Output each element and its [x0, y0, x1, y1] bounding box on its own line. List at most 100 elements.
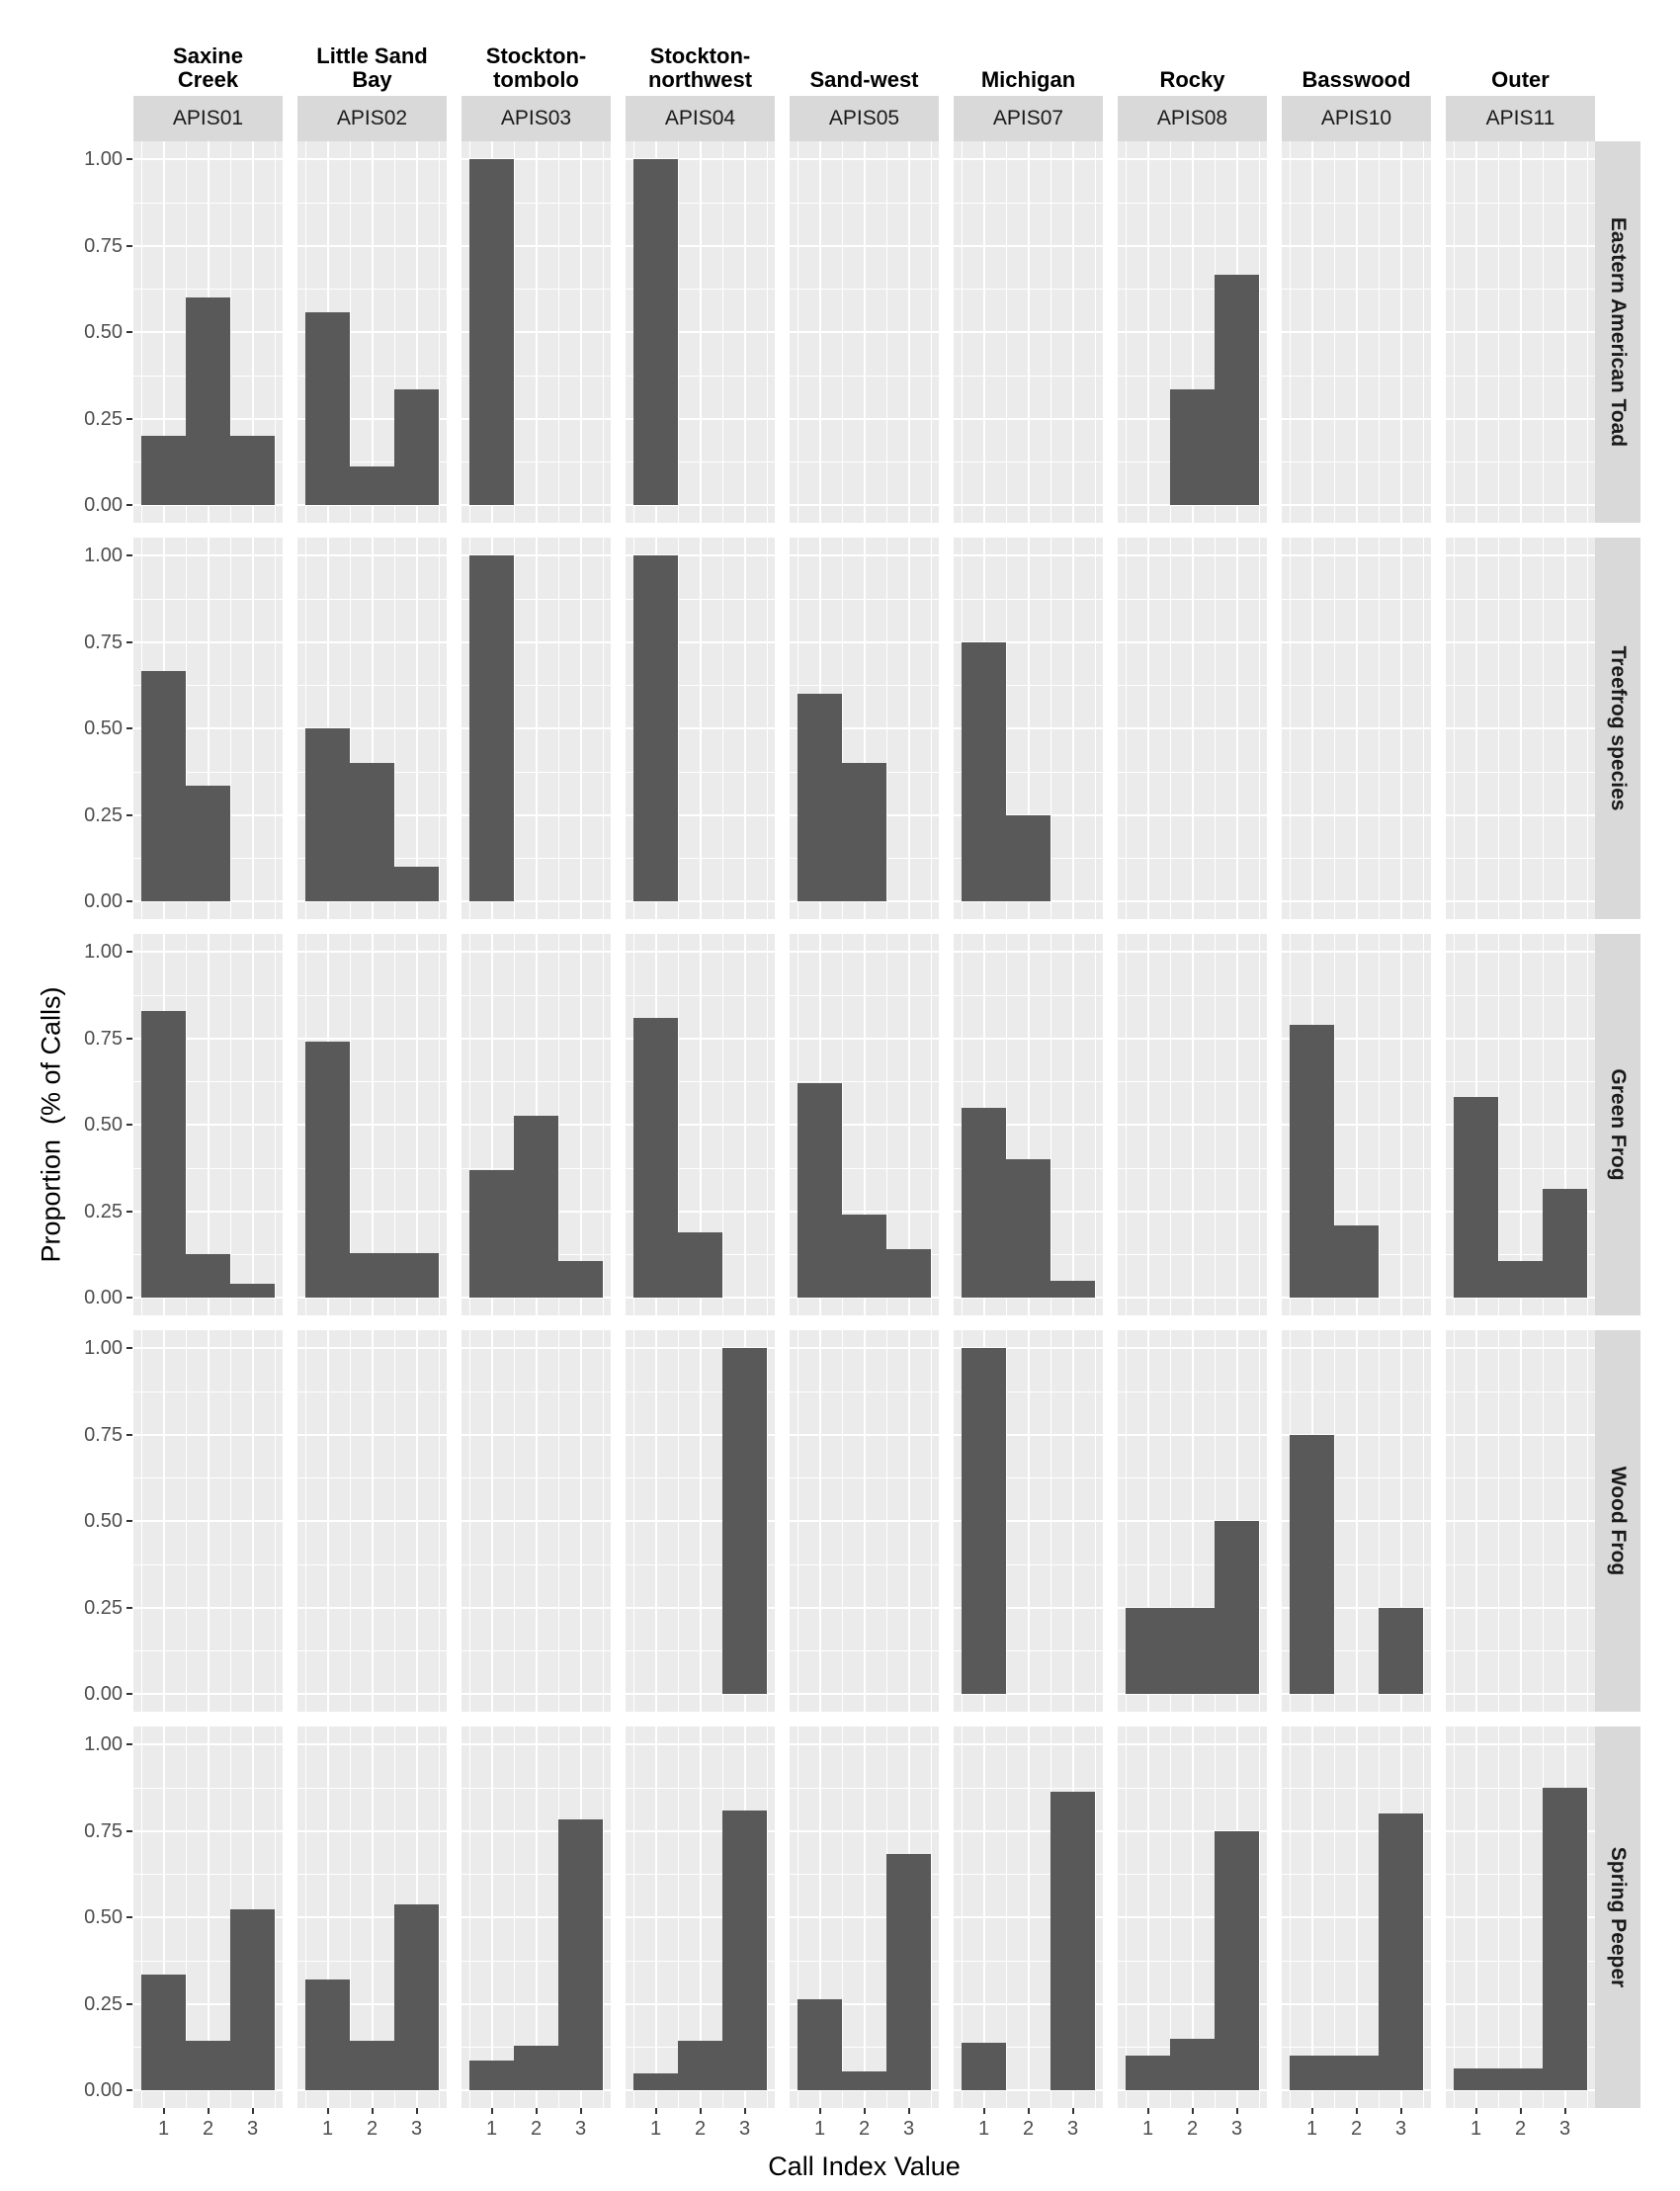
minor-gridline	[1006, 1330, 1007, 1712]
minor-gridline	[1379, 538, 1380, 919]
minor-gridline	[394, 141, 395, 523]
major-gridline	[1474, 1727, 1477, 2108]
minor-gridline	[1423, 538, 1424, 919]
minor-gridline	[1498, 538, 1499, 919]
y-tick-mark	[126, 1693, 132, 1695]
minor-gridline	[1334, 934, 1335, 1315]
histogram-bar	[394, 389, 439, 505]
major-gridline	[1519, 1727, 1522, 2108]
facet-panel	[133, 1330, 283, 1712]
minor-gridline	[1006, 934, 1007, 1315]
minor-gridline	[962, 141, 963, 523]
x-tick-mark	[415, 2108, 418, 2114]
histogram-bar	[1334, 1224, 1379, 1298]
minor-gridline	[1006, 141, 1007, 523]
column-title: Little Sand Bay	[316, 43, 428, 92]
species-label: Treefrog species	[1607, 645, 1630, 811]
minor-gridline	[1170, 141, 1171, 523]
major-gridline	[743, 141, 746, 523]
histogram-bar	[1170, 1607, 1215, 1694]
major-gridline	[699, 1727, 702, 2108]
minor-gridline	[230, 934, 231, 1315]
histogram-bar	[633, 1017, 678, 1298]
major-gridline	[863, 538, 866, 919]
histogram-bar	[1006, 1159, 1050, 1298]
y-tick-mark	[126, 2002, 132, 2005]
minor-gridline	[1126, 141, 1127, 523]
major-gridline	[1146, 934, 1149, 1315]
x-tick-label: 3	[1066, 2118, 1079, 2140]
x-tick-mark	[371, 2108, 374, 2114]
major-gridline	[251, 1330, 254, 1712]
facet-panel	[462, 141, 611, 523]
major-gridline	[1563, 141, 1566, 523]
x-tick-mark	[699, 2108, 702, 2114]
major-gridline	[863, 934, 866, 1315]
species-strip: Treefrog species	[1595, 538, 1640, 919]
facet-panel	[954, 141, 1103, 523]
y-tick-label: 0.50	[84, 717, 123, 739]
x-tick-mark	[654, 2108, 657, 2114]
major-gridline	[1519, 1330, 1522, 1712]
y-tick-mark	[126, 158, 132, 160]
histogram-bar	[1498, 1261, 1543, 1298]
major-gridline	[1191, 141, 1194, 523]
major-gridline	[1355, 538, 1358, 919]
x-tick-label: 1	[813, 2118, 826, 2140]
minor-gridline	[514, 1727, 515, 2108]
histogram-bar	[186, 2040, 230, 2090]
y-tick-label: 0.75	[84, 631, 123, 653]
minor-gridline	[1587, 1330, 1588, 1712]
major-gridline	[1027, 934, 1030, 1315]
minor-gridline	[678, 1330, 679, 1712]
facet-panel	[1446, 1330, 1595, 1712]
facet-panel	[462, 1727, 611, 2108]
major-gridline	[654, 1727, 657, 2108]
minor-gridline	[1050, 934, 1051, 1315]
major-gridline	[579, 1330, 582, 1712]
facet-panel	[133, 538, 283, 919]
x-tick-label: 1	[1141, 2118, 1154, 2140]
y-tick-label: 0.75	[84, 1423, 123, 1446]
minor-gridline	[1423, 934, 1424, 1315]
major-gridline	[699, 1330, 702, 1712]
histogram-bar	[722, 1810, 767, 2090]
minor-gridline	[1543, 934, 1544, 1315]
x-axis-label: Call Index Value	[768, 2151, 961, 2181]
minor-gridline	[1050, 538, 1051, 919]
x-tick-label: 2	[530, 2118, 543, 2140]
major-gridline	[699, 141, 702, 523]
minor-gridline	[1006, 1727, 1007, 2108]
facet-panel	[297, 1330, 447, 1712]
minor-gridline	[350, 1727, 351, 2108]
minor-gridline	[350, 1330, 351, 1712]
minor-gridline	[230, 538, 231, 919]
major-gridline	[1146, 141, 1149, 523]
minor-gridline	[275, 1330, 276, 1712]
major-gridline	[415, 141, 418, 523]
minor-gridline	[931, 141, 932, 523]
major-gridline	[1563, 1330, 1566, 1712]
major-gridline	[1071, 1330, 1074, 1712]
x-tick-label: 1	[1305, 2118, 1318, 2140]
major-gridline	[1399, 538, 1402, 919]
minor-gridline	[842, 934, 843, 1315]
minor-gridline	[1050, 141, 1051, 523]
x-tick-mark	[1399, 2108, 1402, 2114]
facet-panel	[790, 538, 939, 919]
minor-gridline	[350, 538, 351, 919]
minor-gridline	[1095, 538, 1096, 919]
facet-panel	[954, 1727, 1103, 2108]
y-tick-label: 0.25	[84, 1200, 123, 1222]
minor-gridline	[1423, 1330, 1424, 1712]
facet-panel	[790, 1727, 939, 2108]
major-gridline	[371, 141, 374, 523]
site-strip: APIS03	[462, 96, 611, 141]
minor-gridline	[439, 1330, 440, 1712]
histogram-bar	[305, 728, 350, 901]
minor-gridline	[1050, 1330, 1051, 1712]
major-gridline	[579, 934, 582, 1315]
column-title: Saxine Creek	[173, 43, 243, 92]
facet-panel	[462, 934, 611, 1315]
y-tick-label: 1.00	[84, 1337, 123, 1359]
